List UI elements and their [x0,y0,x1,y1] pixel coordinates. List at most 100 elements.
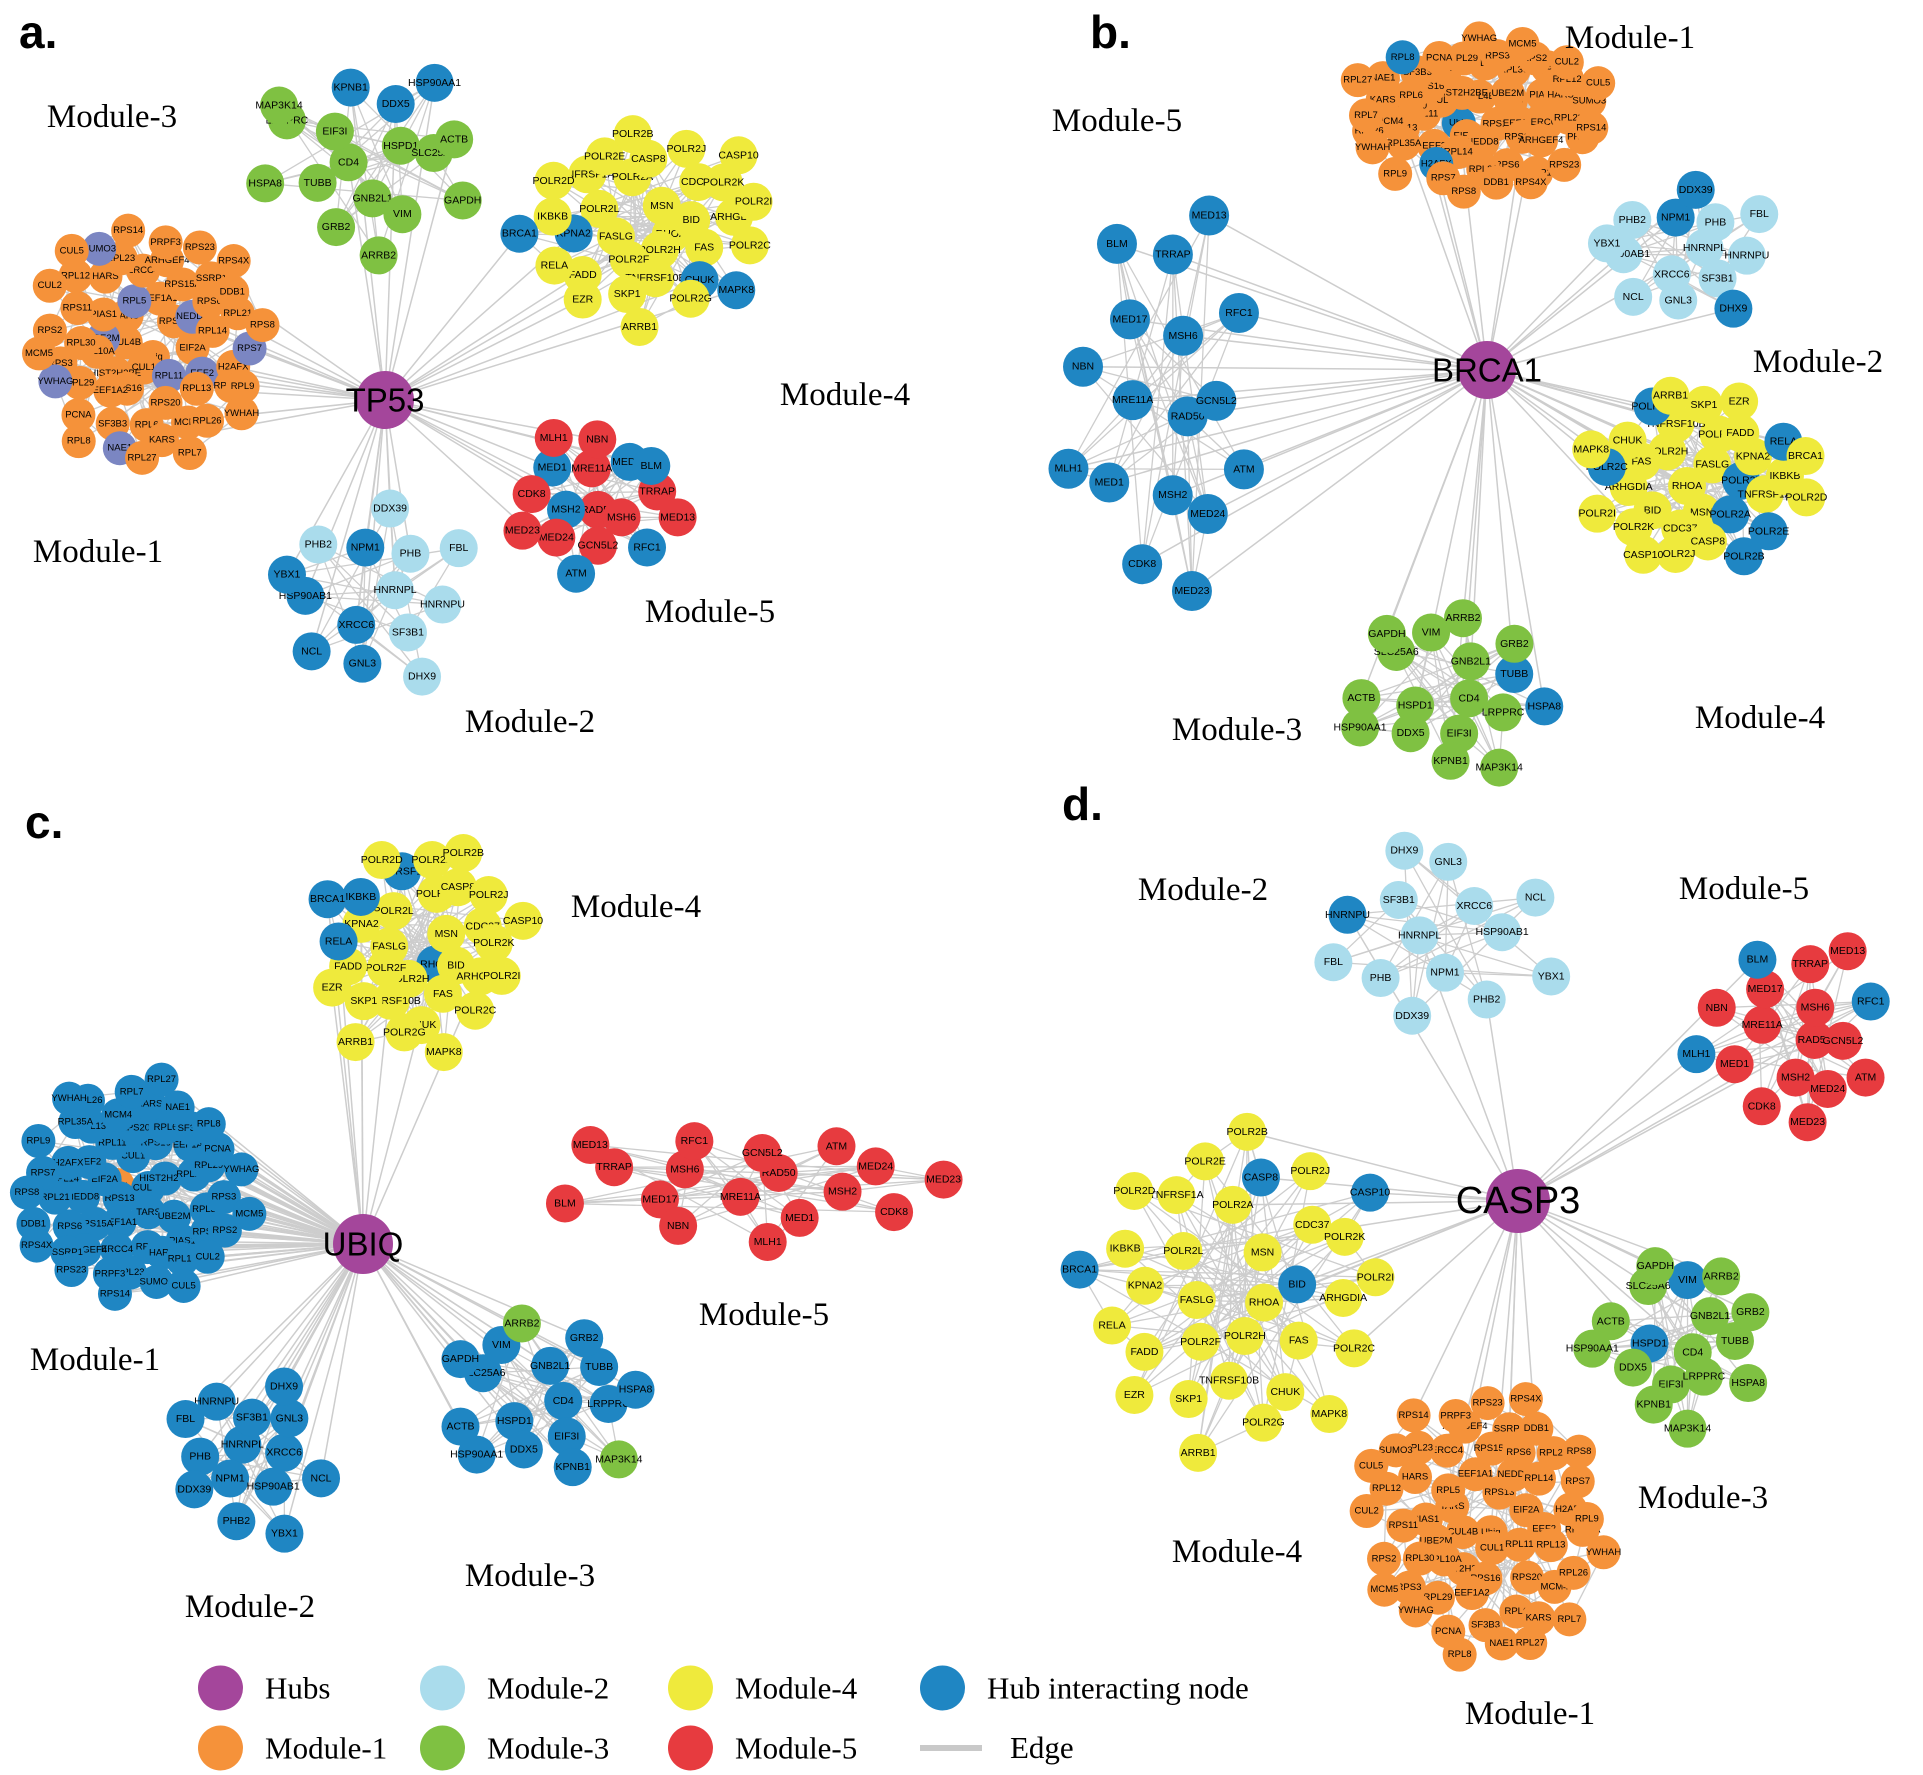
node-RPL5[interactable] [1431,1473,1466,1508]
node-MED24[interactable] [1808,1069,1847,1108]
node-EEF1A1[interactable] [1458,1457,1493,1492]
node-POLR2I[interactable] [1578,494,1617,533]
node-SF3B1[interactable] [232,1398,271,1437]
node-PHB2[interactable] [1613,200,1652,239]
node-NCL[interactable] [302,1459,341,1498]
node-FBL[interactable] [1740,195,1779,234]
node-MSH2[interactable] [1776,1058,1815,1097]
node-DHX9[interactable] [265,1367,304,1406]
node-CASP10[interactable] [719,136,758,175]
node-GRB2[interactable] [317,208,356,247]
node-SF3B1[interactable] [1698,259,1737,298]
node-CUL5[interactable] [1581,66,1616,101]
node-CDK8[interactable] [875,1193,914,1232]
node-ARRB1[interactable] [1651,376,1690,415]
node-MAP3K14[interactable] [1668,1409,1707,1448]
node-IKBKB[interactable] [1106,1229,1145,1268]
node-POLR2F[interactable] [609,240,648,279]
node-TUBB[interactable] [1715,1321,1754,1360]
node-RPS2[interactable] [1367,1541,1402,1576]
node-GCN5L2[interactable] [1196,380,1237,421]
node-HIST2H2BE[interactable] [1445,75,1480,110]
node-HIST2H2BE[interactable] [148,1161,183,1196]
node-POLR2I[interactable] [1356,1258,1395,1297]
node-CD4[interactable] [544,1381,583,1420]
node-MED24[interactable] [856,1147,895,1186]
node-HSP90AA1[interactable] [1341,708,1380,747]
node-ATM[interactable] [817,1127,856,1166]
node-CUL1[interactable] [1475,1531,1510,1566]
node-RPS11[interactable] [1386,1508,1421,1543]
node-CUL4B[interactable] [1445,1515,1480,1550]
node-RPL9[interactable] [1378,156,1413,191]
hub-TP53[interactable] [356,371,414,429]
node-MLH1[interactable] [1677,1035,1716,1074]
node-ARHGDIA[interactable] [1324,1278,1363,1317]
node-EEF1A2[interactable] [1454,1576,1489,1611]
node-IKBKB[interactable] [533,197,572,236]
node-RPS14[interactable] [97,1276,132,1311]
node-EZR[interactable] [563,280,602,319]
node-XRCC6[interactable] [265,1433,304,1472]
node-RPL8[interactable] [191,1107,226,1142]
node-POLR2I[interactable] [482,956,521,995]
node-MSN[interactable] [642,186,681,225]
node-RPL11[interactable] [151,358,186,393]
node-MAPK8[interactable] [1310,1395,1349,1434]
node-FASLG[interactable] [1693,445,1732,484]
node-RPL27[interactable] [125,440,160,475]
node-MED23[interactable] [1788,1103,1827,1142]
node-PCNA[interactable] [61,398,96,433]
node-NBN[interactable] [1063,346,1104,387]
node-ARRB2[interactable] [359,236,398,275]
node-POLR2C[interactable] [730,226,769,265]
node-POLR2L[interactable] [580,189,619,228]
node-TRRAP[interactable] [595,1148,634,1187]
node-NBN[interactable] [1697,988,1736,1027]
node-RPL27[interactable] [144,1062,179,1097]
node-POLR2G[interactable] [1244,1403,1283,1442]
node-POLR2E[interactable] [1749,512,1788,551]
node-RPS20[interactable] [1510,1560,1545,1595]
node-CHUK[interactable] [1266,1373,1305,1412]
node-GRB2[interactable] [1731,1293,1770,1332]
node-RPL13[interactable] [179,371,214,406]
node-GNB2L1[interactable] [353,179,392,218]
node-TNFRSF10B[interactable] [371,981,410,1020]
node-FAS[interactable] [423,974,462,1013]
node-GNL3[interactable] [1429,842,1468,881]
node-HARS[interactable] [1398,1460,1433,1495]
node-CDK8[interactable] [1122,544,1163,585]
node-PRPF3[interactable] [1438,1398,1473,1433]
node-NPM1[interactable] [1426,953,1465,992]
node-RPL9[interactable] [1569,1501,1604,1536]
node-HNRNPU[interactable] [197,1382,236,1421]
node-MED23[interactable] [924,1160,963,1199]
node-SKP1[interactable] [1684,385,1723,424]
node-LRPPRC[interactable] [1484,693,1523,732]
node-ARHGEF4[interactable] [1524,123,1559,158]
node-MSH6[interactable] [602,498,641,537]
node-RFC1[interactable] [628,528,667,567]
node-MSH6[interactable] [1796,988,1835,1027]
node-RPS15A[interactable] [77,1206,112,1241]
node-GAPDH[interactable] [443,181,482,220]
node-TUBB[interactable] [298,163,337,202]
node-SSRP1[interactable] [1492,1412,1527,1447]
node-HSPA8[interactable] [1729,1364,1768,1403]
node-CDK8[interactable] [512,475,551,514]
node-MED17[interactable] [1109,299,1150,340]
node-YWHAG[interactable] [224,1152,259,1187]
node-RPS7[interactable] [1560,1464,1595,1499]
node-VIM[interactable] [1668,1261,1707,1300]
node-MRE11A[interactable] [1112,380,1153,421]
node-CUL2[interactable] [190,1239,225,1274]
node-MAP3K14[interactable] [599,1440,638,1479]
node-POLR2J[interactable] [667,129,706,168]
node-DHX9[interactable] [403,657,442,696]
node-POLR2L[interactable] [374,892,413,931]
node-FASLG[interactable] [1177,1281,1216,1320]
node-NPM1[interactable] [211,1459,250,1498]
node-KPNB1[interactable] [553,1448,592,1487]
node-PCNA[interactable] [1422,40,1457,75]
